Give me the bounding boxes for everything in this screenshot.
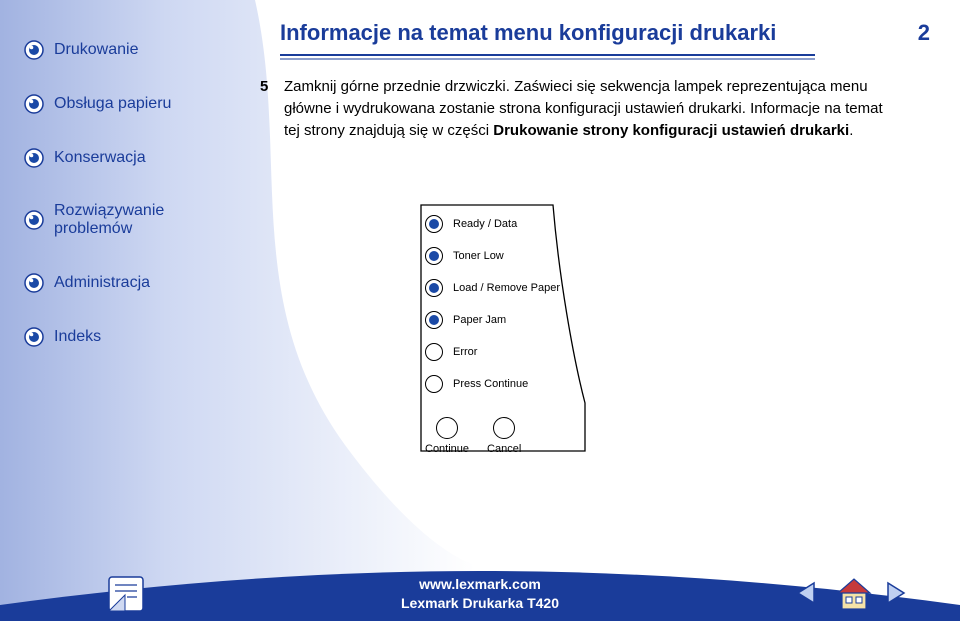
bullet-icon [24, 94, 44, 114]
bullet-icon [24, 210, 44, 230]
button-label: Cancel [487, 443, 521, 455]
led-icon [425, 311, 443, 329]
content-area: 5 Zamknij górne przednie drzwiczki. Zaśw… [260, 76, 900, 141]
sidebar-item-label: Indeks [54, 328, 101, 346]
sidebar-item-label: Drukowanie [54, 41, 138, 59]
led-ready-data: Ready / Data [425, 215, 570, 233]
led-toner-low: Toner Low [425, 247, 570, 265]
sidebar-item-indeks[interactable]: Indeks [24, 327, 224, 347]
led-press-continue: Press Continue [425, 375, 570, 393]
page-curl-icon[interactable] [105, 573, 147, 615]
sidebar-item-rozwiazywanie[interactable]: Rozwiązywanie problemów [24, 202, 224, 239]
sidebar-item-administracja[interactable]: Administracja [24, 273, 224, 293]
sidebar-item-label: Obsługa papieru [54, 95, 171, 113]
button-icon [436, 417, 458, 439]
footer-url[interactable]: www.lexmark.com [300, 575, 660, 594]
led-load-paper: Load / Remove Paper [425, 279, 570, 297]
led-label: Toner Low [453, 250, 504, 262]
led-icon [425, 343, 443, 361]
cancel-button[interactable]: Cancel [487, 417, 521, 455]
step-5: 5 Zamknij górne przednie drzwiczki. Zaśw… [260, 76, 900, 141]
sidebar-nav: Drukowanie Obsługa papieru Konserwacja R… [24, 40, 224, 381]
bullet-icon [24, 40, 44, 60]
sidebar-item-label: Konserwacja [54, 149, 146, 167]
page-number: 2 [918, 20, 930, 46]
button-icon [493, 417, 515, 439]
led-label: Error [453, 346, 477, 358]
footer-text: www.lexmark.com Lexmark Drukarka T420 [300, 575, 660, 613]
sidebar-item-label: Administracja [54, 274, 150, 292]
home-icon[interactable] [834, 577, 874, 611]
sidebar-item-obsluga-papieru[interactable]: Obsługa papieru [24, 94, 224, 114]
header-underline [280, 54, 815, 60]
continue-button[interactable]: Continue [425, 417, 469, 455]
led-label: Press Continue [453, 378, 528, 390]
led-error: Error [425, 343, 570, 361]
step-link[interactable]: Drukowanie strony konfiguracji ustawień … [493, 122, 849, 139]
led-label: Paper Jam [453, 314, 506, 326]
page-header: Informacje na temat menu konfiguracji dr… [280, 20, 930, 65]
prev-page-arrow-icon[interactable] [792, 579, 820, 607]
led-icon [425, 247, 443, 265]
sidebar-item-label: Rozwiązywanie problemów [54, 202, 224, 239]
next-page-arrow-icon[interactable] [882, 579, 910, 607]
button-label: Continue [425, 443, 469, 455]
led-label: Load / Remove Paper [453, 282, 560, 294]
page-title: Informacje na temat menu konfiguracji dr… [280, 20, 776, 45]
bullet-icon [24, 273, 44, 293]
printer-operator-panel: Ready / Data Toner Low Load / Remove Pap… [425, 215, 570, 450]
step-text: Zamknij górne przednie drzwiczki. Zaświe… [284, 76, 900, 141]
bullet-icon [24, 148, 44, 168]
led-icon [425, 279, 443, 297]
bullet-icon [24, 327, 44, 347]
footer-product: Lexmark Drukarka T420 [300, 594, 660, 613]
panel-button-row: Continue Cancel [425, 417, 570, 455]
led-icon [425, 375, 443, 393]
sidebar-item-drukowanie[interactable]: Drukowanie [24, 40, 224, 60]
sidebar-item-konserwacja[interactable]: Konserwacja [24, 148, 224, 168]
step-number: 5 [260, 76, 274, 141]
led-paper-jam: Paper Jam [425, 311, 570, 329]
led-icon [425, 215, 443, 233]
led-label: Ready / Data [453, 218, 517, 230]
